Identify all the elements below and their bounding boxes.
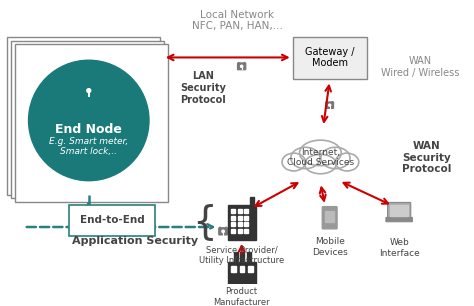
FancyBboxPatch shape — [82, 85, 96, 96]
Circle shape — [87, 89, 91, 92]
FancyBboxPatch shape — [219, 228, 228, 235]
Ellipse shape — [300, 140, 341, 166]
FancyBboxPatch shape — [7, 37, 160, 195]
Text: Web
Interface: Web Interface — [379, 238, 419, 258]
Bar — [238, 216, 242, 220]
Text: End-to-End: End-to-End — [80, 215, 144, 225]
Bar — [250, 197, 254, 205]
Text: {: { — [192, 203, 217, 241]
Bar — [247, 252, 251, 262]
Circle shape — [28, 60, 149, 181]
FancyBboxPatch shape — [237, 63, 246, 70]
Ellipse shape — [282, 153, 305, 171]
Bar — [245, 222, 248, 226]
FancyBboxPatch shape — [386, 218, 412, 222]
Bar — [248, 267, 253, 272]
Text: Gateway /
Modem: Gateway / Modem — [305, 47, 355, 68]
Bar — [234, 252, 238, 262]
Text: Mobile
Devices: Mobile Devices — [312, 237, 347, 257]
Ellipse shape — [336, 153, 359, 171]
Bar — [325, 211, 334, 222]
Bar — [238, 229, 242, 233]
Text: WAN
Wired / Wireless: WAN Wired / Wireless — [381, 56, 459, 77]
Bar — [228, 262, 255, 285]
Bar — [238, 209, 242, 213]
Text: Internet,
Cloud Services: Internet, Cloud Services — [287, 148, 354, 167]
Bar — [228, 205, 255, 240]
FancyBboxPatch shape — [292, 37, 367, 79]
Ellipse shape — [321, 147, 350, 169]
Text: Local Network
NFC, PAN, HAN,...: Local Network NFC, PAN, HAN,... — [191, 9, 283, 31]
Bar — [231, 229, 235, 233]
Text: Service Provider/
Utility Infrastructure: Service Provider/ Utility Infrastructure — [199, 245, 284, 265]
Bar — [245, 216, 248, 220]
Ellipse shape — [291, 147, 320, 169]
Bar — [238, 222, 242, 226]
Circle shape — [240, 65, 243, 67]
Text: E.g. Smart meter,
Smart lock,..: E.g. Smart meter, Smart lock,.. — [49, 137, 128, 156]
Bar — [240, 267, 245, 272]
Bar — [240, 252, 244, 262]
Bar — [231, 216, 235, 220]
Bar — [231, 222, 235, 226]
Ellipse shape — [305, 155, 336, 174]
Text: Product
Manufacturer: Product Manufacturer — [213, 287, 270, 306]
Text: End Node: End Node — [55, 123, 122, 136]
FancyBboxPatch shape — [15, 44, 167, 202]
Bar — [231, 209, 235, 213]
Text: WAN
Security
Protocol: WAN Security Protocol — [402, 141, 451, 174]
FancyBboxPatch shape — [326, 102, 334, 108]
Text: LAN
Security
Protocol: LAN Security Protocol — [180, 71, 226, 105]
Bar — [231, 267, 236, 272]
Bar — [390, 205, 409, 216]
Bar — [245, 229, 248, 233]
Circle shape — [328, 104, 331, 106]
FancyBboxPatch shape — [388, 203, 411, 218]
Circle shape — [222, 230, 224, 233]
FancyBboxPatch shape — [322, 207, 337, 229]
Bar — [245, 209, 248, 213]
Text: Application Security: Application Security — [72, 236, 198, 246]
FancyBboxPatch shape — [11, 41, 164, 198]
